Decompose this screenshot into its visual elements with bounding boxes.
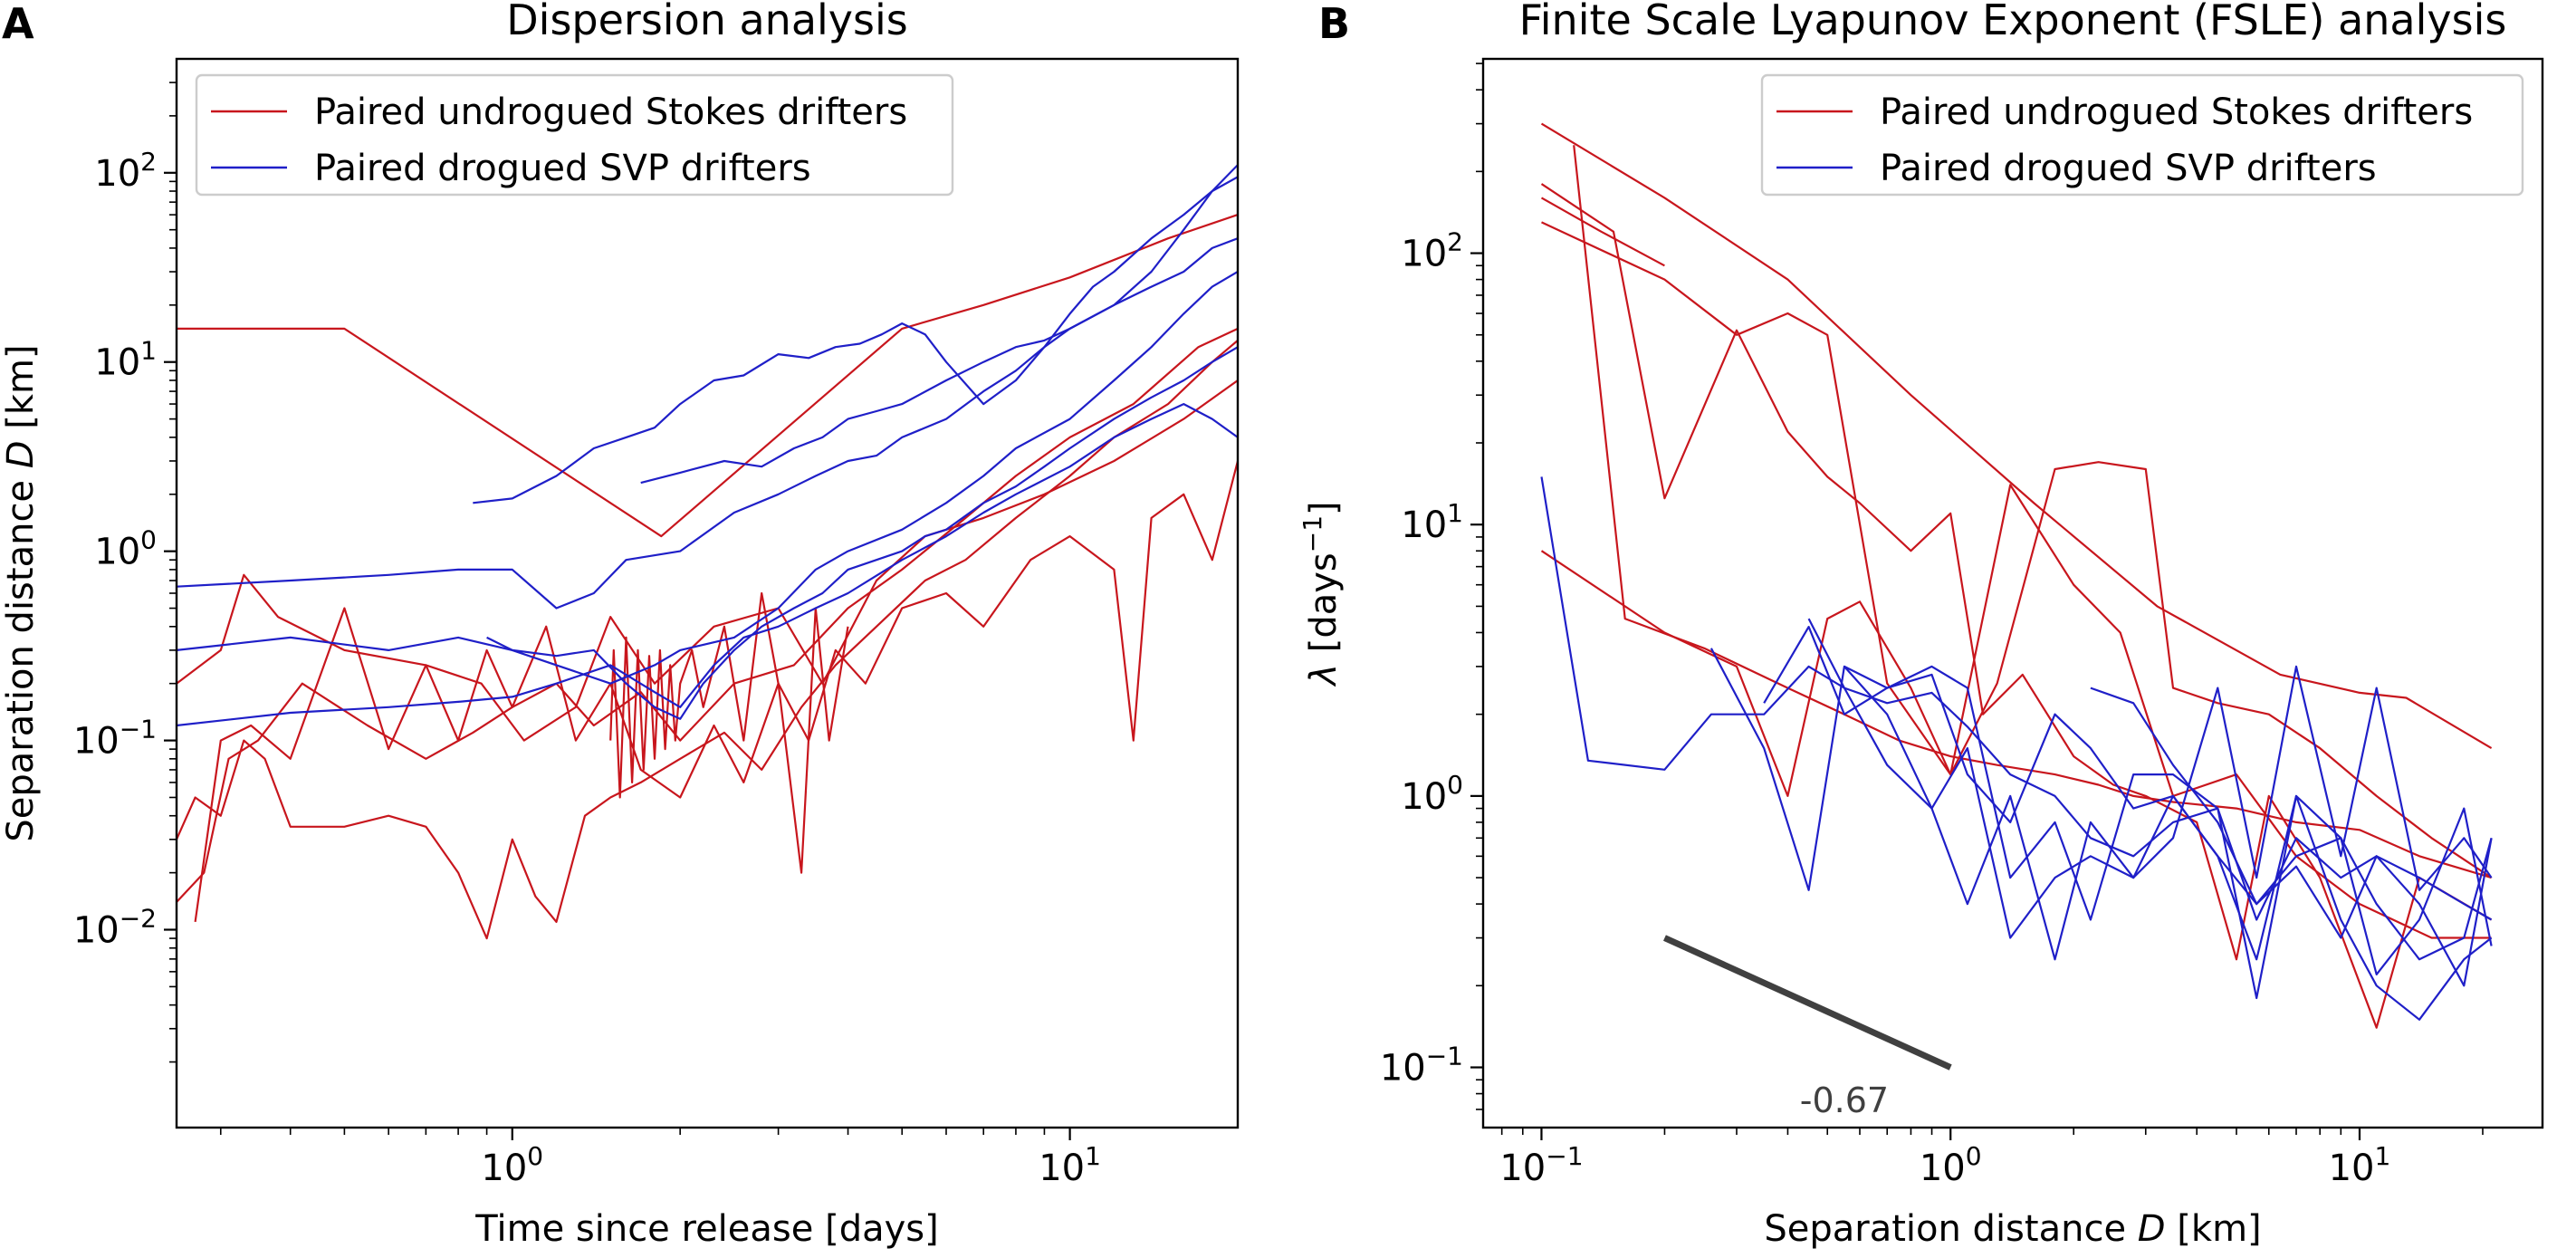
series-line-b-11	[2090, 687, 2493, 961]
panel-b: -0.67 10−1 100 101 10−1 100 101 102 B Finite Scal…	[1298, 0, 2544, 1250]
series-line-b-8	[1807, 618, 2493, 987]
series-line-b-5	[1540, 197, 1665, 267]
x-axis-label-a: Time since release [days]	[474, 1208, 938, 1250]
series-line-b-4	[1540, 461, 2493, 879]
y-tick-label-a-0: 10−2	[73, 904, 157, 952]
series-line-a-10	[640, 237, 1238, 485]
y-tick-label-a-3: 101	[94, 336, 157, 384]
x-tick-label-b-1: 100	[1920, 1141, 1982, 1189]
legend-a	[195, 73, 954, 197]
y-tick-label-b-2: 101	[1401, 498, 1463, 546]
legend-b	[1760, 73, 2524, 197]
series-line-b-9	[1843, 665, 2493, 961]
legend-label-b-1: Paired drogued SVP drifters	[1880, 148, 2377, 189]
y-axis-label-b: λ [days−1]	[1298, 501, 1345, 687]
x-tick-label-b-0: 10−1	[1499, 1141, 1583, 1189]
series-line-b-1	[1573, 145, 2492, 879]
axes-frame-b	[1481, 57, 2544, 1129]
slope-annotation-label: -0.67	[1800, 1080, 1889, 1120]
panel-a: 100 101 10−2 10−1 100 101 102 A Dispersion analy…	[0, 0, 1240, 1250]
series-line-b-0	[1540, 122, 2493, 750]
panel-label-b: B	[1318, 0, 1350, 48]
legend-label-a-0: Paired undrogued Stokes drifters	[314, 91, 907, 133]
y-tick-label-a-4: 102	[94, 147, 157, 195]
chart-title-a: Dispersion analysis	[506, 0, 908, 44]
series-group-b	[1540, 122, 2493, 1029]
chart-title-b: Finite Scale Lyapunov Exponent (FSLE) an…	[1519, 0, 2507, 44]
series-line-b-2	[1540, 183, 2493, 1029]
y-axis-label-a: Separation distance D [km]	[0, 344, 42, 841]
axes-frame-a	[175, 57, 1240, 1129]
series-line-b-7	[1709, 648, 2493, 1021]
y-tick-label-b-0: 10−1	[1380, 1042, 1463, 1090]
y-tick-label-b-1: 100	[1401, 770, 1463, 818]
series-line-a-7	[177, 271, 1238, 685]
series-line-a-9	[473, 176, 1238, 504]
x-tick-label-a-0: 100	[481, 1141, 543, 1189]
x-tick-label-b-2: 101	[2329, 1141, 2391, 1189]
x-tick-label-a-1: 101	[1039, 1141, 1101, 1189]
series-line-a-2	[177, 327, 1238, 903]
y-tick-label-a-1: 10−1	[73, 715, 157, 763]
series-line-a-3	[177, 340, 1238, 940]
y-tick-label-b-3: 102	[1401, 227, 1463, 275]
series-line-a-4	[194, 460, 1238, 923]
series-line-a-1	[177, 379, 1238, 742]
legend-label-b-0: Paired undrogued Stokes drifters	[1880, 91, 2473, 133]
x-axis-label-b: Separation distance D [km]	[1764, 1208, 2261, 1250]
series-line-b-10	[1763, 625, 2493, 1000]
y-tick-label-a-2: 100	[94, 525, 157, 573]
series-line-a-5	[609, 591, 849, 874]
legend-label-a-1: Paired drogued SVP drifters	[314, 148, 811, 189]
series-line-a-8	[177, 403, 1238, 727]
series-group-a	[177, 164, 1238, 940]
series-line-b-3	[1541, 221, 2492, 939]
series-line-a-0	[177, 214, 1238, 538]
panel-label-a: A	[2, 0, 34, 48]
slope-reference-line	[1663, 935, 1952, 1071]
series-line-a-11	[486, 346, 1238, 720]
